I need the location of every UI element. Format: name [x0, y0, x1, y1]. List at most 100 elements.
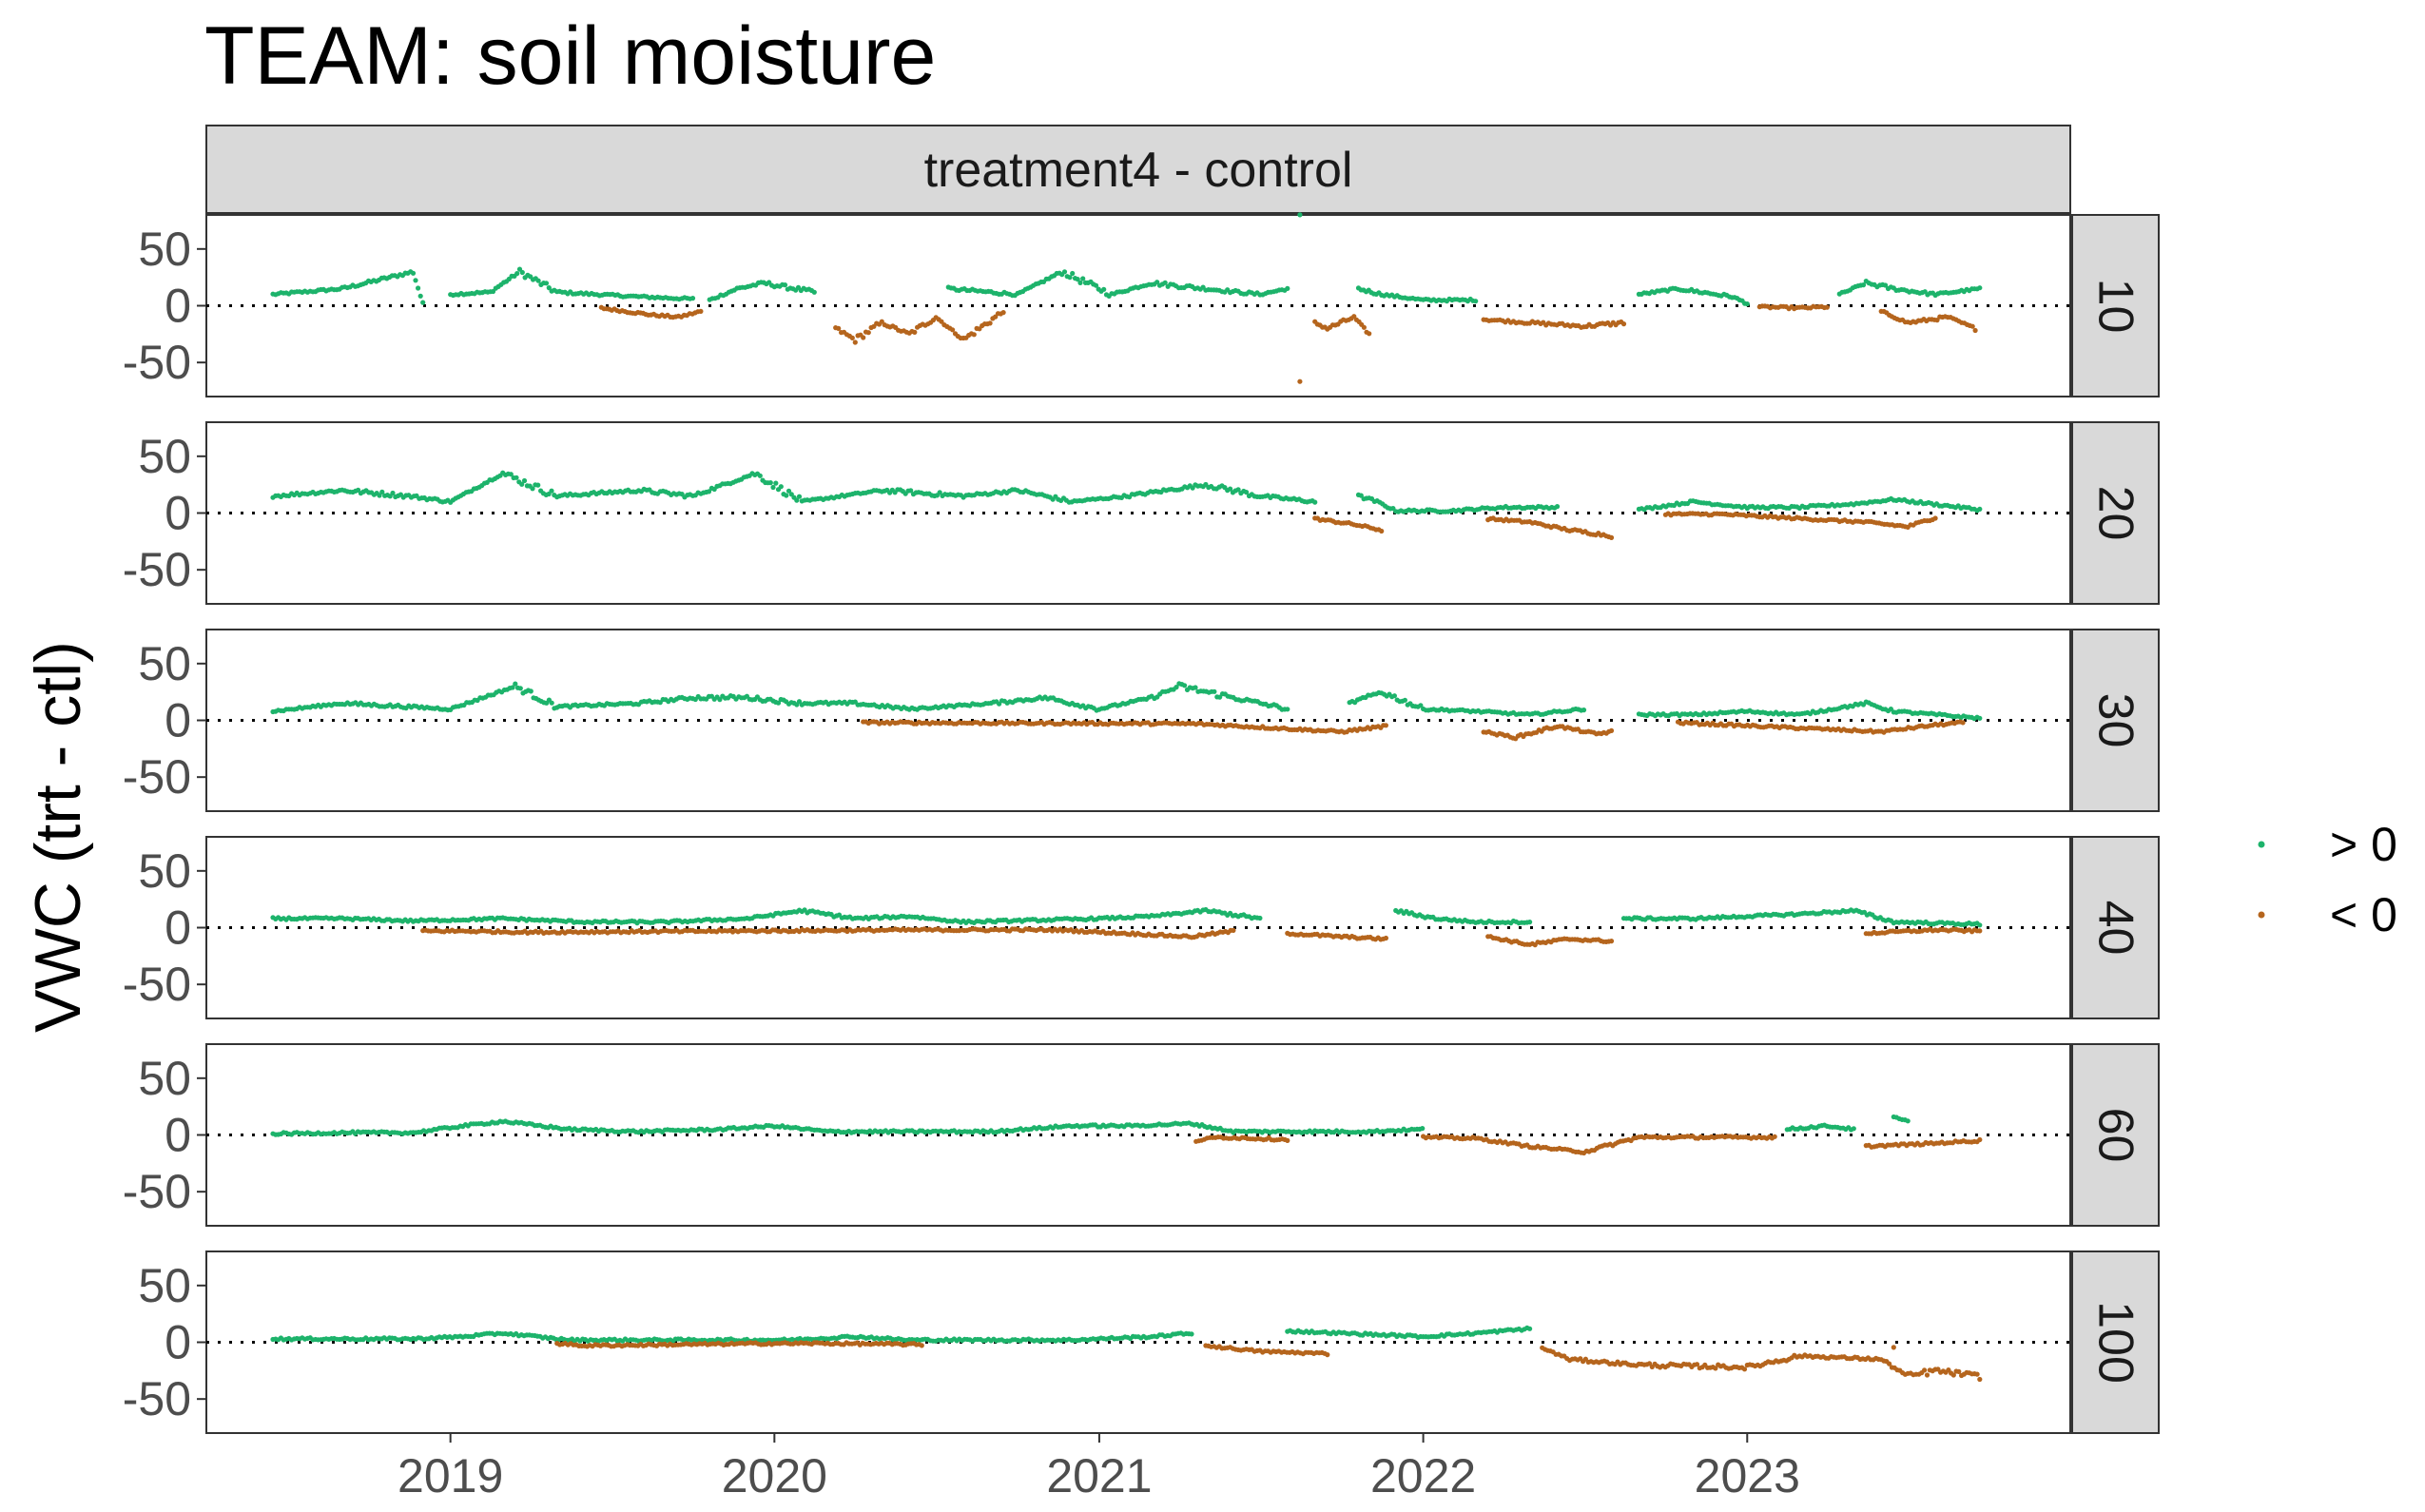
series-1	[554, 1340, 924, 1349]
data-point	[1620, 321, 1627, 327]
y-tick-label: -50	[123, 750, 191, 804]
data-point	[1934, 318, 1940, 323]
series-1	[1312, 515, 1385, 534]
data-point	[1297, 212, 1303, 218]
data-point	[513, 681, 518, 687]
depth-strip-label: 40	[2088, 901, 2144, 956]
series-1	[420, 926, 1236, 940]
data-point	[770, 484, 776, 491]
data-point	[919, 1343, 924, 1348]
data-point	[1977, 715, 1983, 721]
data-point	[1228, 486, 1233, 492]
data-point	[861, 335, 866, 340]
series-2	[1347, 689, 1587, 718]
data-point	[1960, 720, 1966, 726]
y-tick-label: 0	[165, 1109, 191, 1162]
data-point	[717, 697, 723, 703]
data-point	[1932, 515, 1938, 521]
y-tick-label: 50	[138, 844, 191, 898]
data-point	[1860, 282, 1867, 288]
series-0	[270, 470, 1318, 505]
series-3	[1784, 1122, 1856, 1133]
data-point	[1969, 323, 1975, 329]
data-point	[782, 282, 788, 288]
data-point	[1383, 723, 1388, 728]
data-point	[1070, 270, 1076, 277]
chart-title: TEAM: soil moisture	[204, 10, 936, 102]
data-point	[987, 320, 993, 326]
data-point	[1956, 1368, 1962, 1374]
data-point	[416, 285, 421, 291]
data-point	[852, 339, 858, 345]
data-point	[1977, 922, 1983, 928]
series-4	[833, 310, 1006, 345]
data-point	[971, 332, 977, 338]
data-point	[546, 285, 552, 291]
data-point	[1977, 1136, 1983, 1143]
data-point	[1285, 1137, 1290, 1143]
data-point	[1772, 1134, 1777, 1139]
data-point	[939, 319, 944, 324]
data-point	[413, 278, 418, 283]
panel-frame	[205, 1043, 2071, 1227]
depth-strip	[2071, 629, 2160, 812]
series-1	[861, 719, 1388, 735]
data-point	[849, 335, 855, 340]
data-point	[1093, 282, 1099, 288]
data-point	[1217, 694, 1223, 700]
series-5	[1662, 511, 1938, 531]
column-strip-label: treatment4 - control	[924, 143, 1353, 198]
series-2	[1285, 930, 1388, 942]
data-point	[535, 278, 541, 283]
data-point	[786, 488, 792, 494]
series-4	[1540, 1345, 1983, 1383]
panel-frame	[205, 836, 2071, 1019]
data-point	[767, 480, 773, 486]
series-4	[1485, 934, 1615, 948]
data-point	[1244, 490, 1250, 495]
data-point	[1608, 534, 1615, 541]
data-point	[1231, 927, 1236, 934]
data-point	[1077, 280, 1083, 285]
data-point	[757, 473, 763, 478]
panel-frame	[205, 1250, 2071, 1434]
data-point	[1297, 378, 1303, 384]
data-point	[530, 486, 535, 492]
series-5	[945, 269, 1290, 299]
data-point	[1061, 269, 1068, 275]
data-point	[1744, 301, 1750, 307]
data-point	[377, 493, 382, 498]
data-point	[879, 319, 884, 324]
depth-strip-label: 100	[2088, 1301, 2144, 1384]
data-point	[950, 327, 956, 333]
data-point	[1905, 1118, 1911, 1124]
data-point	[784, 493, 789, 498]
data-point	[1977, 506, 1983, 513]
data-point	[1285, 285, 1290, 291]
data-point	[517, 686, 523, 691]
data-point	[1189, 1331, 1194, 1337]
data-point	[1162, 280, 1168, 285]
data-point	[528, 688, 534, 694]
depth-strip	[2071, 1043, 2160, 1227]
depth-strip-label: 20	[2088, 486, 2144, 541]
y-tick-label: 0	[165, 694, 191, 747]
series-2	[1421, 1134, 1777, 1156]
series-4	[1891, 1114, 1911, 1124]
data-point	[521, 477, 528, 484]
data-point	[1080, 276, 1086, 281]
depth-strip	[2071, 214, 2160, 397]
data-point	[811, 289, 817, 295]
series-5	[1863, 1136, 1983, 1150]
series-5	[1620, 907, 1983, 928]
data-point	[1067, 275, 1073, 281]
data-point	[1101, 286, 1107, 292]
series-11	[1636, 285, 1750, 307]
data-point	[1473, 299, 1479, 304]
y-tick-label: -50	[123, 543, 191, 596]
data-point	[543, 281, 550, 286]
series-12	[1756, 303, 1830, 312]
